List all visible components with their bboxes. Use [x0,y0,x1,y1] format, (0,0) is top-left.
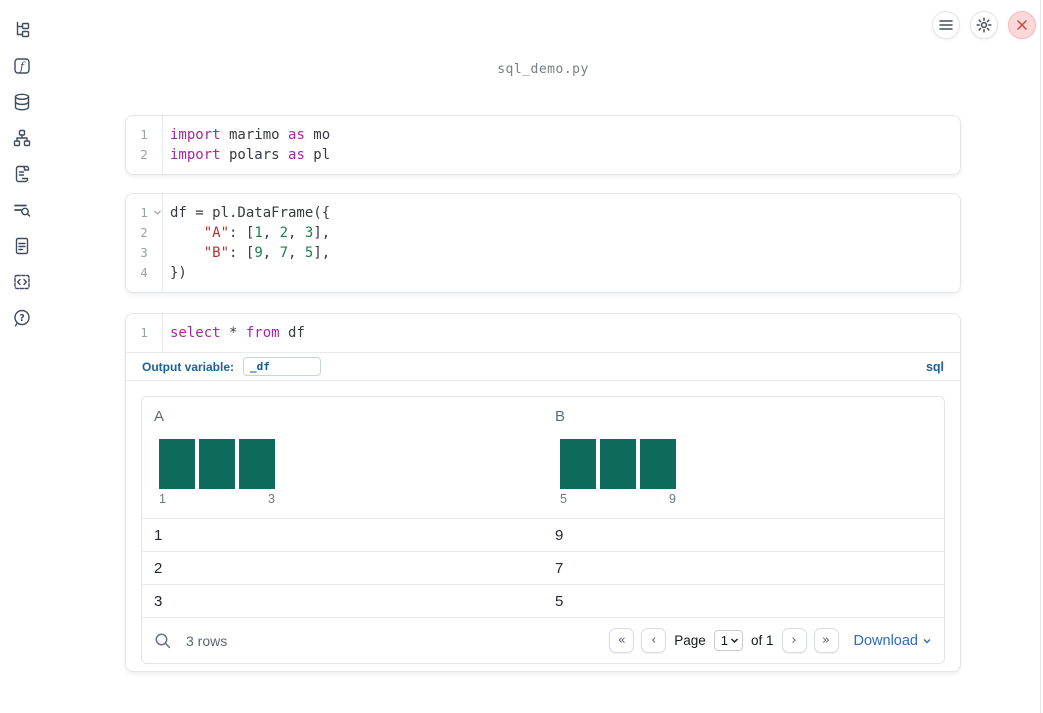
topbar-controls [932,11,1036,39]
page-select[interactable]: 1 [713,630,743,651]
dependency-graph-icon[interactable] [11,128,33,148]
output-variable-label: Output variable: [142,359,235,374]
logs-icon[interactable] [11,164,33,184]
histogram-b[interactable] [560,439,676,489]
scratchpad-icon[interactable]: f [11,56,33,76]
menu-icon[interactable] [932,11,960,39]
snippets-icon[interactable] [11,272,33,292]
table-header: A 1 3 B 5 9 [142,397,944,518]
sql-editor[interactable]: 1 select * from df [126,314,960,352]
outline-search-icon[interactable] [11,200,33,220]
cell-b: 9 [555,526,564,544]
histogram-bar[interactable] [600,439,636,489]
page-select-value: 1 [720,633,728,648]
file-explorer-icon[interactable] [11,20,33,40]
histogram-a[interactable] [159,439,275,489]
output-variable-input[interactable] [243,357,322,376]
histogram-bar[interactable] [560,439,596,489]
cell-b: 5 [555,592,564,610]
column-header-a: A 1 3 [142,408,543,506]
svg-text:f: f [19,60,26,73]
sql-language-badge: sql [925,359,944,374]
cell-output-area: A 1 3 B 5 9 [126,381,960,671]
histogram-b-axis: 5 9 [560,492,676,506]
histogram-bar[interactable] [159,439,195,489]
cell-a: 2 [154,559,163,577]
axis-min-label: 5 [560,492,567,506]
code-cell-imports: 1 import marimo as mo 2 import polars as pl [125,115,961,175]
histogram-bar[interactable] [640,439,676,489]
first-page-button[interactable]: « [609,628,635,653]
cell-a: 1 [154,526,163,544]
axis-max-label: 9 [669,492,676,506]
notebook-filename[interactable]: sql_demo.py [497,62,589,77]
last-page-button[interactable]: » [813,628,839,653]
axis-max-label: 3 [268,492,275,506]
histogram-bar[interactable] [239,439,275,489]
code-editor[interactable]: 1 import marimo as mo 2 import polars as pl [126,116,960,174]
column-name[interactable]: B [555,408,566,425]
next-page-button[interactable]: › [781,628,807,653]
output-variable-row: Output variable: sql [126,352,960,381]
table-row: 1 9 [142,518,944,551]
documentation-icon[interactable] [11,236,33,256]
help-icon[interactable]: ? [11,308,33,328]
download-label: Download [853,632,919,649]
column-name[interactable]: A [154,408,165,425]
download-button[interactable]: Download [854,633,933,649]
column-header-b: B 5 9 [543,408,944,506]
chevron-down-icon [923,638,931,643]
cell-a: 3 [154,592,163,610]
code-editor[interactable]: 1 df = pl.DataFrame({2 "A": [1, 2, 3], 3 "… [126,194,960,292]
histogram-a-axis: 1 3 [159,492,275,506]
shutdown-close-icon[interactable] [1008,11,1036,39]
table-row: 2 7 [142,551,944,584]
table-row: 3 5 [142,584,944,617]
code-cell-dataframe: 1 df = pl.DataFrame({2 "A": [1, 2, 3], 3 "… [125,193,961,293]
notebook-main: sql_demo.py 1 import marimo as mo 2 import … [125,0,961,672]
table-footer: 3 rows « ‹ Page 1 of 1 › » [142,617,944,663]
histogram-bar[interactable] [199,439,235,489]
datasources-icon[interactable] [11,92,33,112]
page-label: Page [674,633,706,648]
search-icon[interactable] [154,632,172,650]
pagination: « ‹ Page 1 of 1 › » Download [609,628,932,653]
row-count: 3 rows [186,632,228,649]
panel-divider [1040,0,1041,713]
sidebar: f ? [0,0,44,328]
cell-b: 7 [555,559,564,577]
prev-page-button[interactable]: ‹ [641,628,667,653]
axis-min-label: 1 [159,492,166,506]
page-of-label: of 1 [750,633,774,648]
svg-text:?: ? [19,313,25,324]
chevron-down-icon [730,638,738,643]
dataframe-table: A 1 3 B 5 9 [141,396,945,664]
settings-gear-icon[interactable] [970,11,998,39]
